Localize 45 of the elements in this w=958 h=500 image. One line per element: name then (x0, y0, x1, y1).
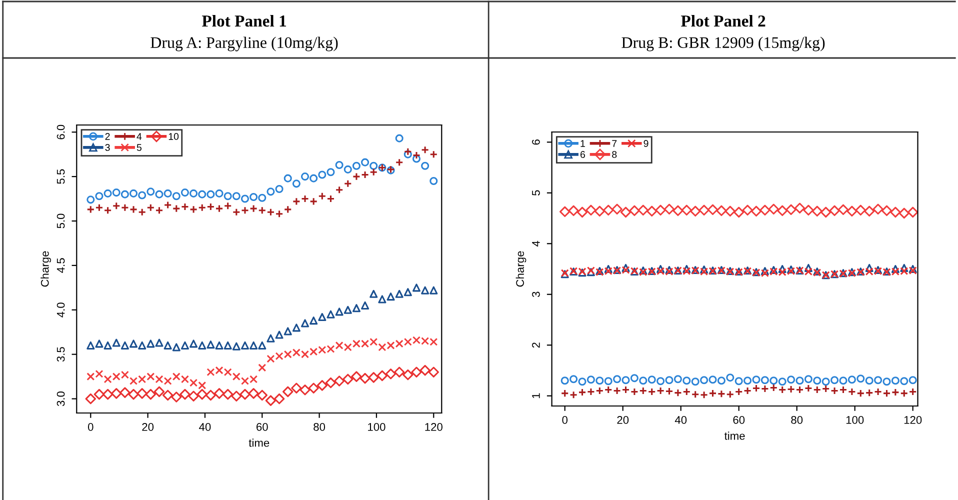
legend-label: 10 (168, 133, 179, 140)
x-tick-label: 60 (256, 423, 268, 431)
x-tick-label: 0 (88, 423, 94, 431)
x-tick-label: 20 (142, 423, 154, 431)
x-tick-label: 80 (791, 416, 803, 424)
chart-title: Plot Panel 1 (202, 14, 286, 27)
y-tick-label: 5 (532, 190, 540, 196)
legend-label: 2 (105, 133, 110, 140)
legend-label: 9 (644, 140, 648, 147)
legend-label: 5 (136, 144, 142, 151)
y-tick-label: 1 (532, 393, 540, 398)
legend-label: 7 (612, 140, 617, 147)
chart-subtitle: Drug A: Pargyline (10mg/kg) (150, 36, 338, 52)
x-tick-label: 0 (562, 416, 568, 424)
y-tick-label: 6 (532, 140, 540, 145)
y-tick-label: 2 (532, 342, 540, 348)
x-tick-label: 20 (617, 416, 629, 424)
x-tick-label: 40 (674, 416, 687, 424)
y-tick-label: 3.5 (56, 347, 65, 362)
chart-title: Plot Panel 2 (680, 14, 766, 27)
x-axis-title: time (724, 432, 745, 440)
y-tick-label: 4.5 (56, 258, 65, 273)
y-tick-label: 4 (532, 240, 540, 246)
y-tick-label: 4.0 (56, 302, 65, 318)
x-tick-label: 100 (846, 416, 864, 424)
y-tick-label: 3.0 (56, 391, 65, 406)
chart-subtitle: Drug B: GBR 12909 (15mg/kg) (622, 36, 825, 52)
y-axis-title: Charge (40, 251, 52, 287)
y-axis-title: Charge (516, 251, 526, 287)
x-axis-title: time (248, 438, 270, 447)
y-tick-label: 5.0 (56, 214, 65, 228)
x-tick-label: 100 (368, 423, 386, 431)
x-tick-label: 40 (199, 423, 211, 431)
legend-label: 6 (580, 151, 585, 158)
legend-label: 3 (105, 144, 110, 151)
x-tick-label: 80 (314, 423, 326, 431)
x-tick-label: 60 (733, 416, 745, 424)
x-tick-label: 120 (904, 416, 922, 424)
x-tick-label: 120 (425, 423, 442, 431)
legend-label: 1 (580, 140, 585, 147)
y-tick-label: 3 (532, 292, 540, 298)
legend-label: 4 (136, 133, 142, 140)
y-tick-label: 6.0 (56, 124, 65, 140)
legend-label: 8 (612, 151, 617, 158)
y-tick-label: 5.5 (56, 169, 65, 184)
